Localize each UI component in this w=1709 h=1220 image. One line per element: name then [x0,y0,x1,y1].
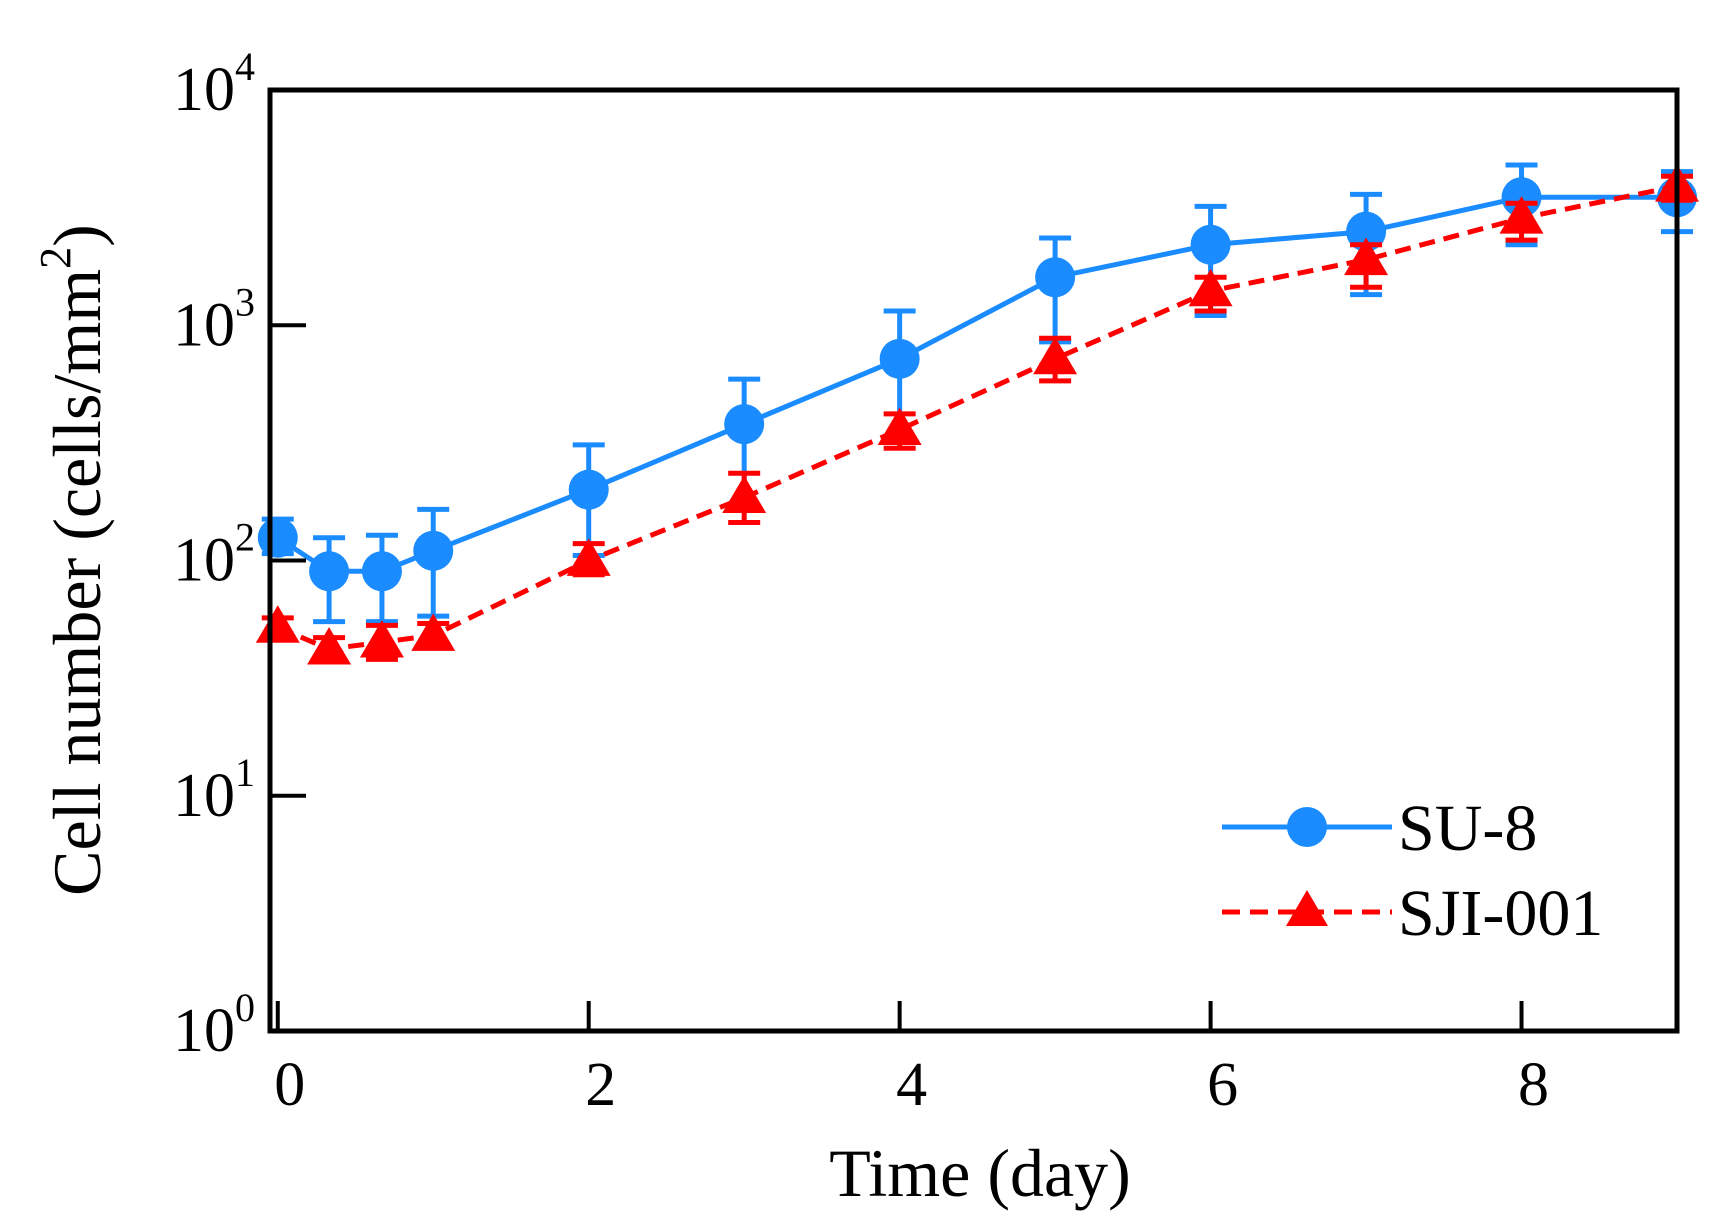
series-1-point-5 [722,475,767,514]
legend: SU-8 SJI-001 [1222,792,1603,950]
series-0-point-1 [309,551,350,592]
series-1-point-3 [411,613,456,651]
series-1-line [276,183,1678,652]
series-1-point-10 [1499,196,1544,234]
series-0-point-6 [879,338,920,379]
x-axis-title: Time (day) [829,1135,1131,1211]
series-1 [255,164,1699,665]
legend-item-sji001: SJI-001 [1222,877,1603,950]
y-axis-label-close: ) [39,224,115,247]
series-1-point-8 [1188,268,1233,307]
series-0-point-2 [361,551,402,592]
series-1-point-1 [307,627,352,665]
y-axis-label: Cell number (cells/mm2) [31,224,115,896]
series-1-point-7 [1033,336,1078,375]
ticks-layer: 0 2 4 6 8 100 101 102 103 104 [173,44,1549,1119]
y-axis-title: Cell number (cells/mm2) [31,224,115,896]
series-0-point-8 [1190,224,1231,265]
y-axis-label-main: Cell number (cells/mm [39,269,115,896]
series-1-point-2 [359,620,404,658]
series-1-point-6 [877,407,922,446]
y-tick-label-0: 100 [173,985,255,1065]
x-axis-label: Time (day) [829,1135,1131,1211]
x-tick-label-2: 4 [896,1051,927,1119]
series-0-point-5 [724,404,765,445]
x-tick-label-4: 8 [1518,1051,1549,1119]
legend-marker-su8 [1287,807,1327,847]
x-tick-label-1: 2 [585,1051,616,1119]
series-0-point-7 [1035,257,1076,298]
y-tick-label-3: 103 [173,279,255,359]
series-0-point-9 [1346,211,1387,252]
series-1-point-9 [1344,237,1389,276]
legend-label-su8: SU-8 [1398,792,1537,865]
y-tick-label-4: 104 [173,44,255,124]
x-tick-label-3: 6 [1207,1051,1238,1119]
series-layer [255,162,1699,665]
x-tick-label-0: 0 [274,1051,305,1119]
series-0-point-4 [568,469,609,510]
series-1-point-4 [566,538,611,576]
y-tick-label-2: 102 [173,515,255,595]
series-0-line [276,194,1677,574]
y-axis-label-superscript: 2 [31,247,80,269]
series-1-point-0 [255,605,300,643]
y-tick-label-1: 101 [173,750,255,830]
series-0-point-3 [413,530,454,571]
legend-marker-sji001 [1286,890,1328,926]
series-0-point-0 [257,517,298,558]
legend-item-su8: SU-8 [1222,792,1537,865]
legend-label-sji001: SJI-001 [1398,877,1603,950]
